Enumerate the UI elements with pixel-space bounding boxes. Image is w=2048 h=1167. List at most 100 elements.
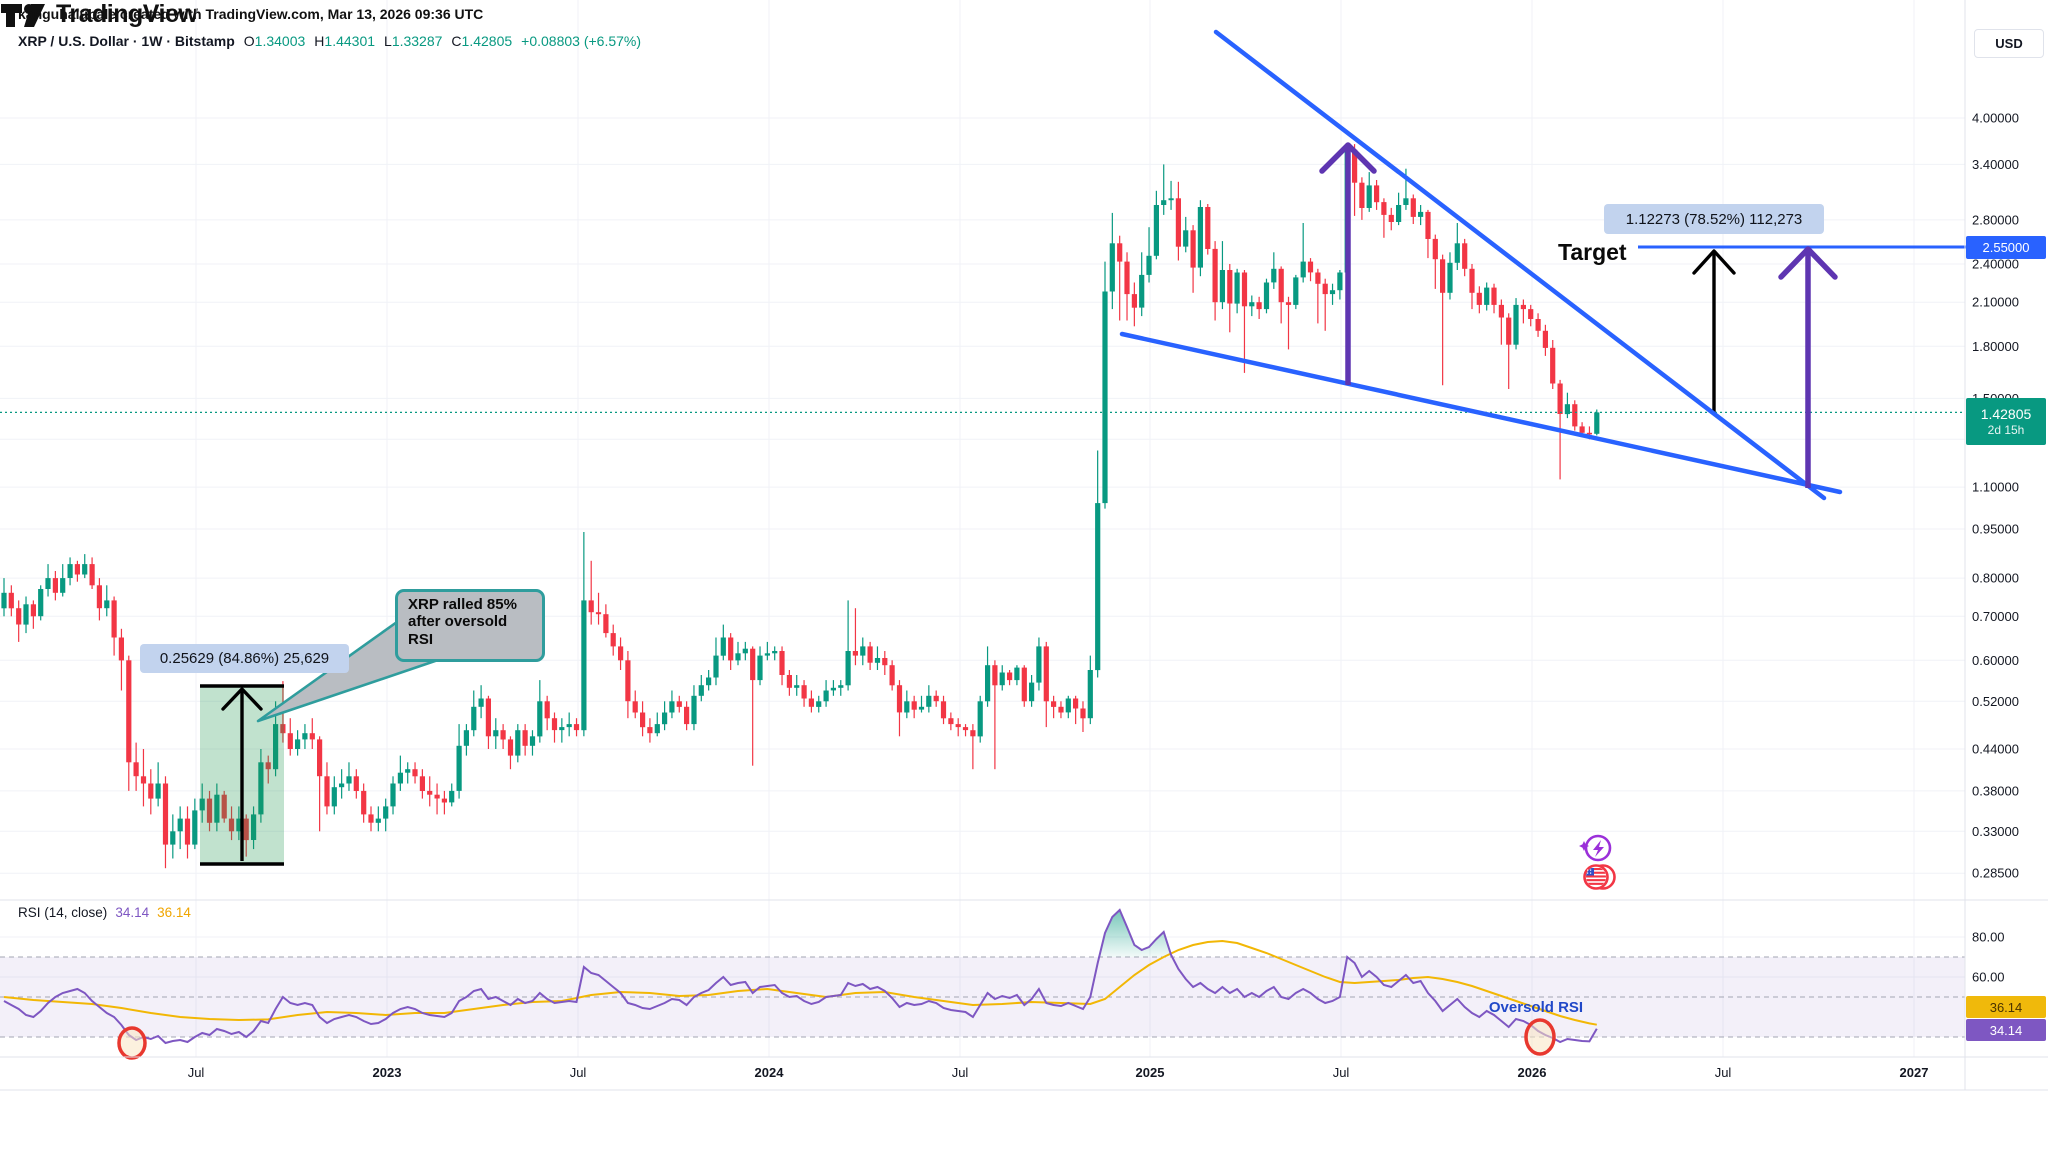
tradingview-logo[interactable]: TradingView [0, 0, 2048, 29]
rsi-current-value: 34.14 [115, 905, 150, 920]
candle [662, 712, 668, 725]
time-axis-label[interactable]: Jul [1333, 1065, 1350, 1080]
price-axis-label[interactable]: 0.44000 [1972, 742, 2019, 757]
price-axis-label[interactable]: 0.80000 [1972, 571, 2019, 586]
candle [559, 727, 565, 731]
candle [1241, 272, 1248, 307]
price-axis-label[interactable]: 0.28500 [1972, 866, 2019, 881]
candle [1293, 277, 1299, 305]
candle [742, 648, 748, 654]
price-axis-label[interactable]: 2.40000 [1972, 257, 2019, 272]
time-axis-label[interactable]: Jul [1715, 1065, 1732, 1080]
price-axis-label[interactable]: 1.80000 [1972, 339, 2019, 354]
candle [148, 783, 154, 799]
candle [1058, 706, 1064, 713]
candle [317, 739, 323, 777]
rsi-axis-label[interactable]: 80.00 [1972, 930, 2005, 945]
time-axis-label[interactable]: Jul [188, 1065, 205, 1080]
candle [1329, 290, 1336, 295]
candle [551, 718, 558, 731]
time-axis-label[interactable]: 2023 [373, 1065, 402, 1080]
candle [1557, 383, 1563, 414]
rsi-ma-line [3, 939, 1597, 1026]
candle [750, 648, 756, 681]
candle [720, 637, 726, 656]
trendline-upper[interactable] [1213, 29, 1827, 501]
candle [860, 646, 866, 656]
candle [74, 564, 80, 575]
callout-note[interactable]: XRP ralled 85% after oversold RSI [395, 589, 545, 662]
price-axis-label[interactable]: 2.10000 [1972, 295, 2019, 310]
callout-line: XRP ralled 85% [408, 596, 517, 613]
candle [331, 787, 337, 807]
price-axis-label[interactable]: 0.33000 [1972, 824, 2019, 839]
currency-button[interactable]: USD [1974, 29, 2044, 58]
price-axis-label[interactable]: 0.52000 [1972, 694, 2019, 709]
time-axis-label[interactable]: 2024 [755, 1065, 785, 1080]
candle [1410, 198, 1416, 217]
price-axis-label[interactable]: 0.70000 [1972, 609, 2019, 624]
candle [1131, 294, 1137, 308]
price-axis-label[interactable]: 0.95000 [1972, 521, 2019, 536]
rsi-ma-badge: 36.14 [1966, 996, 2046, 1018]
rsi-indicator-name[interactable]: RSI (14, close) [18, 905, 108, 920]
time-axis-label[interactable]: 2025 [1136, 1065, 1165, 1080]
time-axis-label[interactable]: 2027 [1900, 1065, 1929, 1080]
candle [1337, 272, 1343, 291]
oversold-circle[interactable] [1524, 1018, 1556, 1056]
range-measure-label-left[interactable]: 0.25629 (84.86%) 25,629 [140, 644, 349, 673]
candle [515, 730, 521, 756]
price-axis-label[interactable]: 1.10000 [1972, 480, 2019, 495]
range-measure-label-right[interactable]: 1.12273 (78.52%) 112,273 [1604, 204, 1824, 234]
candle [1051, 701, 1057, 707]
candle [1381, 202, 1387, 215]
price-axis-label[interactable]: 4.00000 [1972, 110, 2019, 125]
candle [1175, 198, 1181, 247]
candle [419, 776, 425, 791]
candle [1506, 317, 1512, 345]
candle [1036, 646, 1042, 683]
candle [1021, 667, 1027, 702]
measure-arrow-left-head [221, 687, 263, 711]
candle [1586, 432, 1592, 435]
candle [838, 685, 844, 688]
candle [1594, 412, 1600, 434]
rsi-axis-label[interactable]: 60.00 [1972, 970, 2005, 985]
candle [1139, 274, 1145, 308]
candle [1007, 672, 1013, 681]
candle [1462, 243, 1468, 269]
target-text[interactable]: Target [1558, 239, 1627, 265]
candle [779, 651, 785, 675]
time-axis-label[interactable]: Jul [570, 1065, 587, 1080]
price-axis-label[interactable]: 0.38000 [1972, 783, 2019, 798]
price-axis-label[interactable]: 2.80000 [1972, 212, 2019, 227]
candle [735, 653, 741, 661]
oversold-circle[interactable] [117, 1026, 147, 1060]
candle [911, 701, 917, 710]
symbol-title[interactable]: XRP / U.S. Dollar · 1W · Bitstamp [18, 33, 235, 49]
ohlc-high: H1.44301 [314, 33, 376, 49]
time-axis-label[interactable]: Jul [952, 1065, 969, 1080]
candle [676, 701, 682, 707]
price-axis-label[interactable]: 3.40000 [1972, 157, 2019, 172]
candle [1484, 287, 1490, 305]
time-axis-label[interactable]: 2026 [1518, 1065, 1547, 1080]
candle [111, 600, 117, 638]
candle [544, 701, 550, 719]
oversold-rsi-text[interactable]: Oversold RSI [1488, 999, 1584, 1016]
sparkle-icon [1579, 841, 1589, 851]
candle [221, 794, 227, 819]
candle [485, 698, 491, 737]
candle [60, 578, 66, 593]
current-price-badge: 1.42805 2d 15h [1966, 398, 2046, 445]
trendline-lower[interactable] [1119, 331, 1843, 495]
candle [184, 818, 191, 845]
candle [757, 655, 763, 681]
candle [933, 695, 939, 702]
purple-arrow-right-head [1778, 246, 1838, 280]
rsi-line [3, 908, 1598, 1045]
price-axis-label[interactable]: 0.60000 [1972, 653, 2019, 668]
candle [618, 646, 624, 661]
candle [640, 712, 646, 728]
